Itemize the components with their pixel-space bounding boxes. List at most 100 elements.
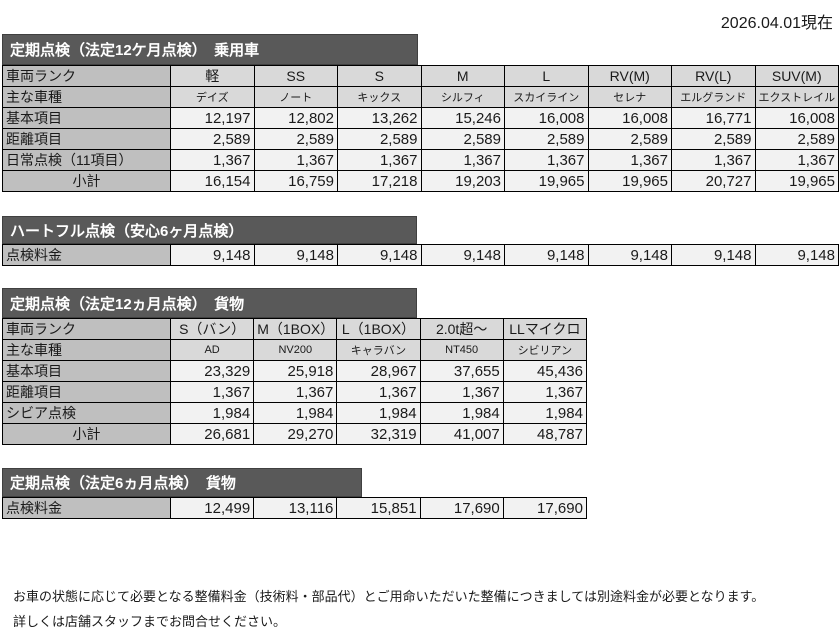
- model-cell: キックス: [337, 86, 422, 108]
- table-row: 基本項目 23,329 25,918 28,967 37,655 45,436: [2, 360, 587, 382]
- table-row: 車両ランク S（バン） M（1BOX） L（1BOX） 2.0t超～ LLマイクロ: [2, 318, 587, 340]
- value-cell: 19,965: [504, 170, 589, 192]
- table-cargo-12month-inspection: 車両ランク S（バン） M（1BOX） L（1BOX） 2.0t超～ LLマイクロ 主な車種…: [2, 318, 587, 445]
- model-cell: エルグランド: [671, 86, 756, 108]
- value-cell: 1,367: [337, 149, 422, 171]
- value-cell: 15,851: [336, 497, 421, 519]
- table-row: 基本項目 12,197 12,802 13,262 15,246 16,008 16,008…: [2, 107, 839, 129]
- value-cell: 16,008: [587, 107, 672, 129]
- value-cell: 12,499: [169, 497, 255, 519]
- value-cell: 9,148: [420, 244, 505, 266]
- table-passenger-12month-inspection: 車両ランク軽 SS S M L RV(M) RV(L) SUV(M) 主な車種 デイズ ノート キック…: [2, 65, 839, 192]
- rank-header-cell: RV(M): [587, 65, 672, 87]
- footer-note: お車の状態に応じて必要となる整備料金（技術料・部品代）とご用命いただいた整備につ…: [13, 584, 764, 634]
- value-cell: 9,148: [170, 244, 255, 266]
- value-cell: 1,367: [253, 149, 338, 171]
- table-title: ハートフル点検（安心6ヶ月点検）: [10, 222, 244, 240]
- model-cell: セレナ: [587, 86, 672, 108]
- value-cell: 26,681: [169, 423, 255, 445]
- value-cell: 17,690: [419, 497, 504, 519]
- value-cell: 9,148: [671, 244, 756, 266]
- value-cell: 9,148: [504, 244, 589, 266]
- value-cell: 2,589: [337, 128, 422, 150]
- value-cell: 2,589: [504, 128, 589, 150]
- value-cell: 28,967: [336, 360, 421, 382]
- table-title: 定期点検（法定6ヵ月点検） 貨物: [10, 475, 236, 492]
- rank-header-cell: L（1BOX）: [336, 318, 421, 340]
- rank-header-cell: M（1BOX）: [253, 318, 338, 340]
- value-cell: 2,589: [587, 128, 672, 150]
- value-cell: 1,367: [671, 149, 756, 171]
- value-cell: 25,918: [253, 360, 338, 382]
- table-title: 定期点検（法定12ケ月点検） 乗用車: [10, 42, 260, 59]
- table-row: 小計 16,154 16,759 17,218 19,203 19,965 19,965 20…: [2, 170, 839, 192]
- value-cell: 12,197: [170, 107, 255, 129]
- rank-header-cell: 2.0t超～: [419, 318, 504, 340]
- value-cell: 41,007: [419, 423, 504, 445]
- row-label-cell: 日常点検（11項目）: [2, 149, 171, 171]
- value-cell: 1,984: [253, 402, 338, 424]
- row-label-cell: 基本項目: [2, 107, 171, 129]
- row-label-cell: 距離項目: [2, 381, 171, 403]
- table-heartful-6month-inspection: 点検料金 9,148 9,148 9,148 9,148 9,148 9,148 9,148 9…: [2, 244, 839, 266]
- footer-note-line2: 詳しくは店舗スタッフまでお問合せください。: [13, 614, 287, 629]
- value-cell: 1,367: [754, 149, 839, 171]
- table-row: 主な車種 AD NV200 キャラバン NT450 シビリアン: [2, 339, 587, 361]
- table-title-bar-cargo-6month: 定期点検（法定6ヵ月点検） 貨物: [2, 468, 362, 497]
- rank-header-cell: S（バン）: [169, 318, 255, 340]
- model-cell: デイズ: [170, 86, 255, 108]
- row-label-cell: 主な車種: [2, 86, 171, 108]
- table-cargo-6month-inspection: 点検料金 12,499 13,116 15,851 17,690 17,690: [2, 497, 587, 519]
- row-label-cell: 車両ランク: [2, 318, 171, 340]
- value-cell: 1,367: [504, 149, 589, 171]
- value-cell: 9,148: [587, 244, 672, 266]
- value-cell: 16,008: [504, 107, 589, 129]
- value-cell: 2,589: [754, 128, 839, 150]
- rank-header-cell: M: [420, 65, 505, 87]
- value-cell: 2,589: [671, 128, 756, 150]
- value-cell: 2,589: [170, 128, 255, 150]
- model-cell: ノート: [253, 86, 338, 108]
- value-cell: 19,965: [754, 170, 839, 192]
- value-cell: 1,367: [170, 149, 255, 171]
- table-row: 点検料金 9,148 9,148 9,148 9,148 9,148 9,148 9,148 9…: [2, 244, 839, 266]
- table-title: 定期点検（法定12ヵ月点検） 貨物: [10, 295, 245, 313]
- value-cell: 1,367: [420, 149, 505, 171]
- value-cell: 9,148: [337, 244, 422, 266]
- row-label-cell: 点検料金: [2, 497, 171, 519]
- effective-date: 2026.04.01現在: [720, 15, 833, 32]
- value-cell: 1,984: [336, 402, 421, 424]
- value-cell: 1,367: [419, 381, 504, 403]
- table-title-bar-cargo-12month: 定期点検（法定12ヵ月点検） 貨物: [2, 288, 417, 318]
- value-cell: 1,367: [253, 381, 338, 403]
- table-row: 日常点検（11項目） 1,367 1,367 1,367 1,367 1,367 1,367…: [2, 149, 839, 171]
- rank-header-cell: S: [337, 65, 422, 87]
- rank-header-cell: LLマイクロ: [502, 318, 587, 340]
- table-row: シビア点検 1,984 1,984 1,984 1,984 1,984: [2, 402, 587, 424]
- value-cell: 16,154: [170, 170, 255, 192]
- value-cell: 9,148: [253, 244, 338, 266]
- value-cell: 13,262: [337, 107, 422, 129]
- row-label-cell: 小計: [2, 423, 171, 445]
- value-cell: 1,367: [502, 381, 587, 403]
- value-cell: 9,148: [754, 244, 839, 266]
- model-cell: NT450: [419, 339, 504, 361]
- value-cell: 23,329: [169, 360, 255, 382]
- row-label-cell: 小計: [2, 170, 171, 192]
- value-cell: 17,690: [502, 497, 587, 519]
- value-cell: 16,759: [253, 170, 338, 192]
- value-cell: 12,802: [253, 107, 338, 129]
- row-label-cell: 距離項目: [2, 128, 171, 150]
- model-cell: NV200: [253, 339, 338, 361]
- footer-note-line1: お車の状態に応じて必要となる整備料金（技術料・部品代）とご用命いただいた整備につ…: [13, 589, 765, 604]
- value-cell: 16,008: [754, 107, 839, 129]
- value-cell: 45,436: [502, 360, 587, 382]
- model-cell: シルフィ: [420, 86, 505, 108]
- value-cell: 19,203: [420, 170, 505, 192]
- rank-header-cell: SS: [253, 65, 338, 87]
- table-title-bar-passenger-12month: 定期点検（法定12ケ月点検） 乗用車: [2, 34, 418, 65]
- row-label-cell: 点検料金: [2, 244, 171, 266]
- rank-header-cell: 軽: [170, 65, 255, 87]
- value-cell: 1,984: [419, 402, 504, 424]
